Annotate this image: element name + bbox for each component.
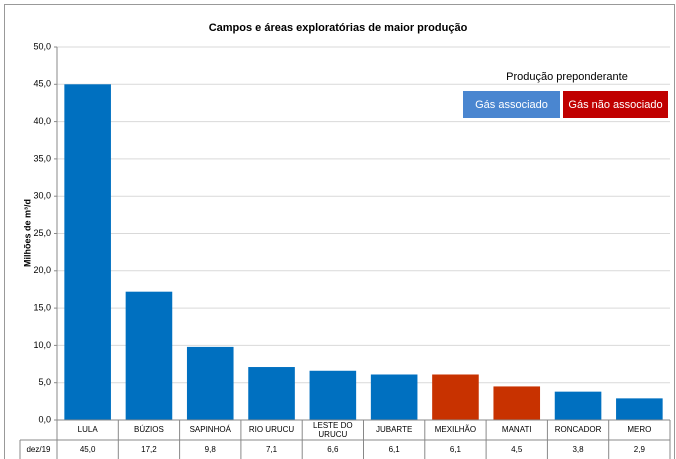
value-label-box: 6,6 bbox=[327, 445, 339, 455]
x-tick-label: RIO URUCU bbox=[248, 425, 295, 435]
x-tick-label-box: RIO URUCU bbox=[248, 425, 295, 435]
bar bbox=[432, 374, 479, 420]
series-name: dez/19 bbox=[26, 445, 51, 455]
value-label-box: 17,2 bbox=[141, 445, 157, 455]
value-label-box: 4,5 bbox=[511, 445, 523, 455]
x-tick-label-box: MEXILHÃO bbox=[434, 425, 477, 435]
legend-swatch bbox=[563, 91, 668, 118]
legend-swatch bbox=[463, 91, 560, 118]
bar bbox=[125, 291, 173, 420]
value-label: 4,5 bbox=[511, 445, 523, 455]
x-tick-label-box: BÚZIOS bbox=[134, 425, 164, 435]
value-label: 2,9 bbox=[633, 445, 645, 455]
value-label-box: 3,8 bbox=[572, 445, 584, 455]
y-tick-label: 25,0 bbox=[33, 228, 51, 238]
series-name-box: dez/19 bbox=[26, 445, 51, 455]
value-label-box: 9,8 bbox=[204, 445, 216, 455]
y-tick-label: 20,0 bbox=[33, 265, 51, 275]
x-tick-label: BÚZIOS bbox=[134, 425, 164, 435]
bar bbox=[64, 84, 111, 421]
y-tick-label: 40,0 bbox=[33, 116, 51, 126]
x-tick-label: JUBARTE bbox=[375, 425, 413, 435]
value-label: 6,1 bbox=[388, 445, 400, 455]
x-tick-label: RONCADOR bbox=[554, 425, 602, 435]
x-tick-label-box: JUBARTE bbox=[375, 425, 413, 435]
x-tick-label-box: RONCADOR bbox=[554, 425, 602, 435]
value-label-box: 7,1 bbox=[265, 445, 278, 455]
x-tick-label: MANATI bbox=[501, 425, 532, 435]
value-label-box: 45,0 bbox=[79, 445, 96, 455]
y-tick-label: 45,0 bbox=[33, 79, 51, 89]
chart-border bbox=[4, 4, 675, 459]
y-tick-label: 15,0 bbox=[33, 302, 51, 312]
value-label: 7,1 bbox=[265, 445, 278, 455]
x-tick-label: LESTE DO URUCU bbox=[313, 420, 353, 439]
bar bbox=[370, 374, 418, 420]
x-tick-label: MERO bbox=[627, 425, 652, 435]
legend-title: Produção preponderante bbox=[506, 71, 628, 83]
value-label: 9,8 bbox=[204, 445, 216, 455]
value-label: 17,2 bbox=[141, 445, 157, 455]
bar bbox=[493, 386, 541, 420]
bar bbox=[616, 398, 663, 420]
legend-label: Gás associado bbox=[475, 99, 548, 111]
bar bbox=[248, 367, 295, 420]
legend-label: Gás não associado bbox=[568, 99, 662, 111]
value-label-box: 6,1 bbox=[388, 445, 400, 455]
y-tick-label: 0,0 bbox=[38, 414, 51, 424]
bar bbox=[186, 346, 234, 420]
y-tick-label: 50,0 bbox=[33, 41, 51, 51]
bar bbox=[309, 370, 357, 420]
value-label: 3,8 bbox=[572, 445, 584, 455]
value-label: 6,1 bbox=[449, 445, 461, 455]
y-tick-label: 10,0 bbox=[33, 340, 51, 350]
value-label-box: 2,9 bbox=[633, 445, 645, 455]
value-label: 45,0 bbox=[79, 445, 96, 455]
x-tick-label: LULA bbox=[77, 425, 98, 435]
x-tick-label: MEXILHÃO bbox=[434, 425, 477, 435]
y-tick-label: 35,0 bbox=[33, 153, 51, 163]
value-label: 6,6 bbox=[327, 445, 339, 455]
x-tick-label-box: MERO bbox=[627, 425, 652, 435]
x-tick-label-box: LESTE DO URUCU bbox=[313, 420, 353, 439]
x-tick-label-box: SAPINHOÁ bbox=[189, 425, 231, 435]
chart-title: Campos e áreas exploratórias de maior pr… bbox=[209, 22, 468, 34]
bar bbox=[554, 391, 602, 420]
x-tick-label-box: MANATI bbox=[501, 425, 532, 435]
x-tick-label-box: LULA bbox=[77, 425, 98, 435]
x-tick-label: SAPINHOÁ bbox=[189, 425, 231, 435]
y-tick-label: 30,0 bbox=[33, 191, 51, 201]
value-label-box: 6,1 bbox=[449, 445, 461, 455]
y-tick-label: 5,0 bbox=[38, 377, 51, 387]
y-axis-label: Milhões de m³/d bbox=[22, 199, 32, 267]
